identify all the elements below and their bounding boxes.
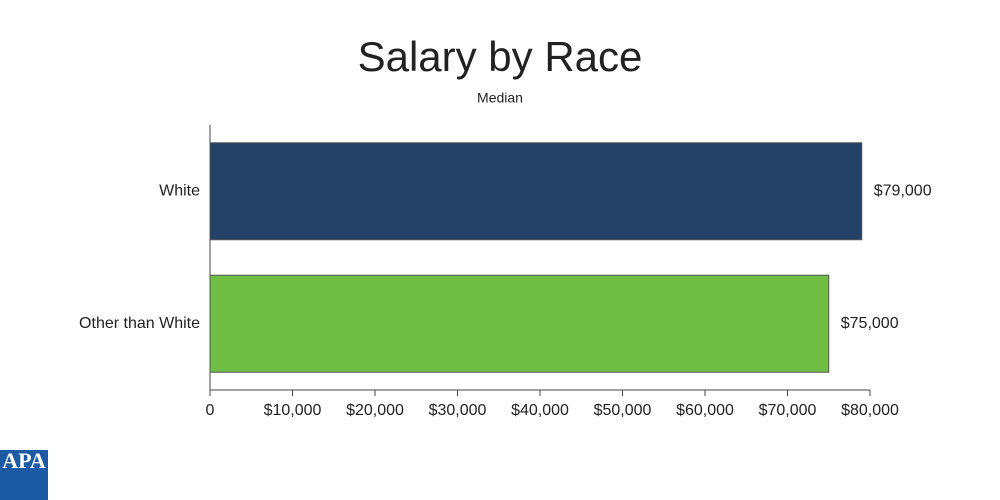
x-tick-label: $40,000 xyxy=(511,402,569,419)
x-tick-label: $20,000 xyxy=(346,402,404,419)
value-label: $75,000 xyxy=(841,315,899,332)
x-tick-label: $70,000 xyxy=(759,402,817,419)
value-label: $79,000 xyxy=(874,182,932,199)
bar xyxy=(209,142,863,241)
x-tick-label: $50,000 xyxy=(594,402,652,419)
x-tick-label: $10,000 xyxy=(264,402,322,419)
x-tick-label: 0 xyxy=(206,402,215,419)
y-tick-label: Other than White xyxy=(79,315,200,332)
chart-title: Salary by Race xyxy=(358,33,643,80)
chart-subtitle: Median xyxy=(477,90,523,106)
x-tick-label: $30,000 xyxy=(429,402,487,419)
x-tick-label: $80,000 xyxy=(841,402,899,419)
logo-box xyxy=(0,450,48,500)
y-tick-label: White xyxy=(159,182,200,199)
bar xyxy=(209,274,830,373)
x-tick-label: $60,000 xyxy=(676,402,734,419)
logo: APA xyxy=(2,448,46,473)
